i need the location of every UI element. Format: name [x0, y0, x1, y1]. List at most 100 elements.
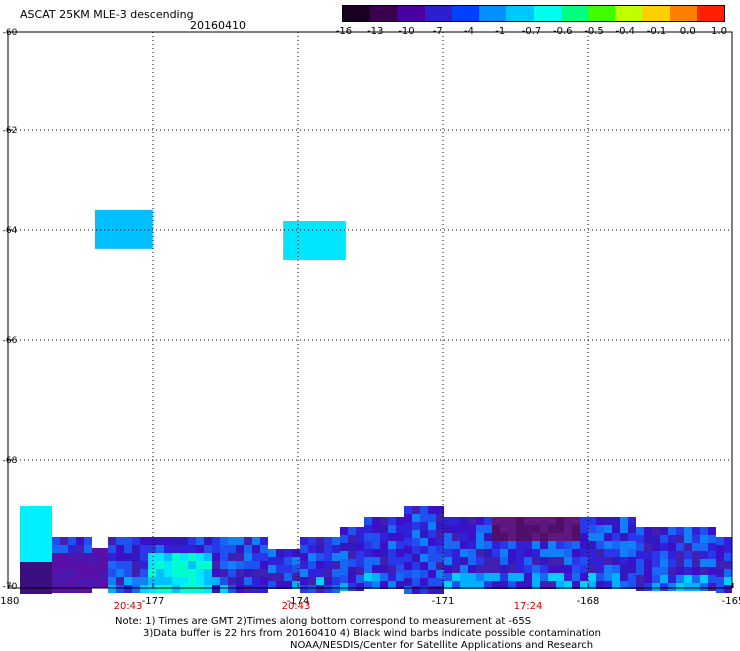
heatmap-cell — [588, 557, 596, 565]
heatmap-cell — [508, 541, 516, 549]
heatmap-cell — [596, 533, 604, 541]
heatmap-cell — [492, 565, 500, 573]
heatmap-cell — [380, 565, 388, 573]
heatmap-cell — [516, 581, 524, 589]
heatmap-cell — [724, 561, 732, 569]
heatmap-cell — [428, 514, 436, 522]
heatmap-cell — [644, 567, 652, 575]
heatmap-cell — [228, 545, 236, 553]
x-tick-label: -171 — [432, 596, 455, 607]
heatmap-cell — [124, 569, 132, 577]
heatmap-cell — [396, 525, 404, 533]
heatmap-cell — [292, 581, 300, 589]
heatmap-cell — [212, 577, 220, 585]
heatmap-cell — [388, 565, 396, 573]
heatmap-cell — [468, 557, 476, 565]
heatmap-cell — [132, 569, 140, 577]
heatmap-cell — [596, 541, 604, 549]
heatmap-cell — [524, 533, 532, 541]
heatmap-cell — [636, 535, 644, 543]
heatmap-cell — [132, 561, 140, 569]
heatmap-cell — [436, 562, 444, 570]
heatmap-cell — [660, 583, 668, 591]
colorbar — [342, 5, 725, 22]
heatmap-cell — [692, 575, 700, 583]
heatmap-cell — [580, 565, 588, 573]
heatmap-cell — [604, 525, 612, 533]
heatmap-cell — [436, 554, 444, 562]
heatmap-cell — [28, 522, 36, 530]
heatmap-cell — [164, 569, 172, 577]
heatmap-cell — [308, 577, 316, 585]
heatmap-cell — [20, 562, 28, 570]
heatmap-cell — [572, 533, 580, 541]
heatmap-cell — [204, 569, 212, 577]
heatmap-cell — [116, 553, 124, 561]
heatmap-cell — [476, 541, 484, 549]
heatmap-cell — [316, 577, 324, 585]
heatmap-cell — [84, 537, 92, 545]
heatmap-cell — [156, 577, 164, 585]
heatmap-cell — [516, 565, 524, 573]
heatmap-cell — [180, 585, 188, 593]
x-tick-label: -165 — [722, 596, 740, 607]
heatmap-cell — [636, 551, 644, 559]
x-tick-label: -177 — [142, 596, 165, 607]
heatmap-cell — [708, 551, 716, 559]
heatmap-cell — [684, 575, 692, 583]
heatmap-cell — [460, 581, 468, 589]
heatmap-cell — [508, 557, 516, 565]
heatmap-cell — [700, 535, 708, 543]
heatmap-cell — [356, 567, 364, 575]
heatmap-cell — [340, 535, 348, 543]
heatmap-cell — [540, 541, 548, 549]
heatmap-cell — [356, 575, 364, 583]
heatmap-cell — [604, 581, 612, 589]
heatmap-cell — [324, 537, 332, 545]
heatmap-cell — [364, 541, 372, 549]
heatmap-cell — [164, 585, 172, 593]
heatmap-cell — [428, 546, 436, 554]
heatmap-cell — [636, 583, 644, 591]
heatmap-cell — [308, 545, 316, 553]
heatmap-cell — [20, 514, 28, 522]
heatmap-cell — [100, 564, 108, 572]
heatmap-cell — [548, 541, 556, 549]
heatmap-cell — [572, 557, 580, 565]
heatmap-cell — [516, 573, 524, 581]
heatmap-cell — [116, 537, 124, 545]
heatmap-cell — [428, 562, 436, 570]
heatmap-cell — [316, 561, 324, 569]
colorbar-swatch — [560, 6, 588, 21]
colorbar-swatch — [397, 6, 425, 21]
heatmap-cell — [676, 567, 684, 575]
heatmap-cell — [244, 537, 252, 545]
heatmap-cell — [268, 565, 276, 573]
heatmap-cell — [428, 522, 436, 530]
heatmap-cell — [404, 586, 412, 594]
heatmap-cell — [668, 559, 676, 567]
heatmap-cell — [628, 573, 636, 581]
heatmap-cell — [284, 581, 292, 589]
heatmap-cell — [644, 535, 652, 543]
heatmap-cell — [76, 569, 84, 577]
heatmap-cell — [404, 546, 412, 554]
heatmap-cell — [564, 525, 572, 533]
heatmap-cell — [356, 583, 364, 591]
heatmap-cell — [652, 535, 660, 543]
heatmap-cell — [676, 551, 684, 559]
heatmap-cell — [28, 530, 36, 538]
heatmap-cell — [452, 549, 460, 557]
heatmap-cell — [684, 583, 692, 591]
heatmap-cell — [348, 583, 356, 591]
heatmap-cell — [108, 545, 116, 553]
heatmap-cell — [372, 549, 380, 557]
heatmap-cell — [500, 517, 508, 525]
heatmap-cell — [196, 545, 204, 553]
heatmap-cell — [540, 573, 548, 581]
heatmap-cell — [340, 551, 348, 559]
heatmap-cell — [708, 567, 716, 575]
heatmap-cell — [724, 537, 732, 545]
heatmap-cell — [524, 581, 532, 589]
heatmap-cell — [548, 565, 556, 573]
